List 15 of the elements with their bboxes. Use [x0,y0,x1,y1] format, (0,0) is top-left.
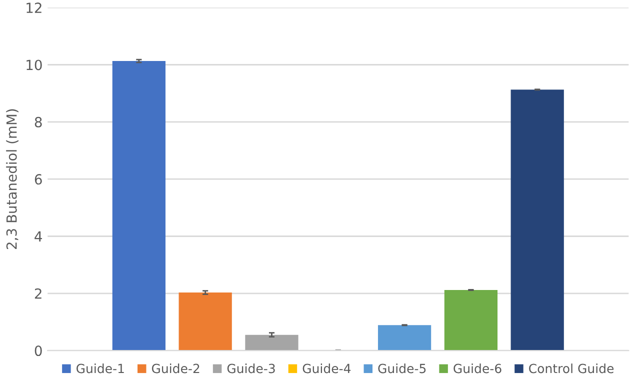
y-tick-label: 10 [26,60,42,70]
y-tick-label: 6 [34,174,42,185]
y-tick-label: 4 [34,231,42,242]
legend-label: Guide-5 [378,364,426,374]
legend-label: Control Guide [529,364,614,374]
y-axis-title: 2,3 Butanediol (mM) [6,109,18,250]
y-tick-label: 12 [26,2,42,13]
legend-label: Guide-3 [227,364,275,374]
y-tick-label: 0 [34,346,42,356]
legend-label: Guide-6 [454,364,502,374]
legend-label: Guide-1 [76,364,124,374]
y-tick-label: 2 [34,288,42,299]
y-tick-label: 8 [34,116,42,128]
legend-label: Guide-4 [302,364,351,374]
legend-label: Guide-2 [152,364,200,374]
